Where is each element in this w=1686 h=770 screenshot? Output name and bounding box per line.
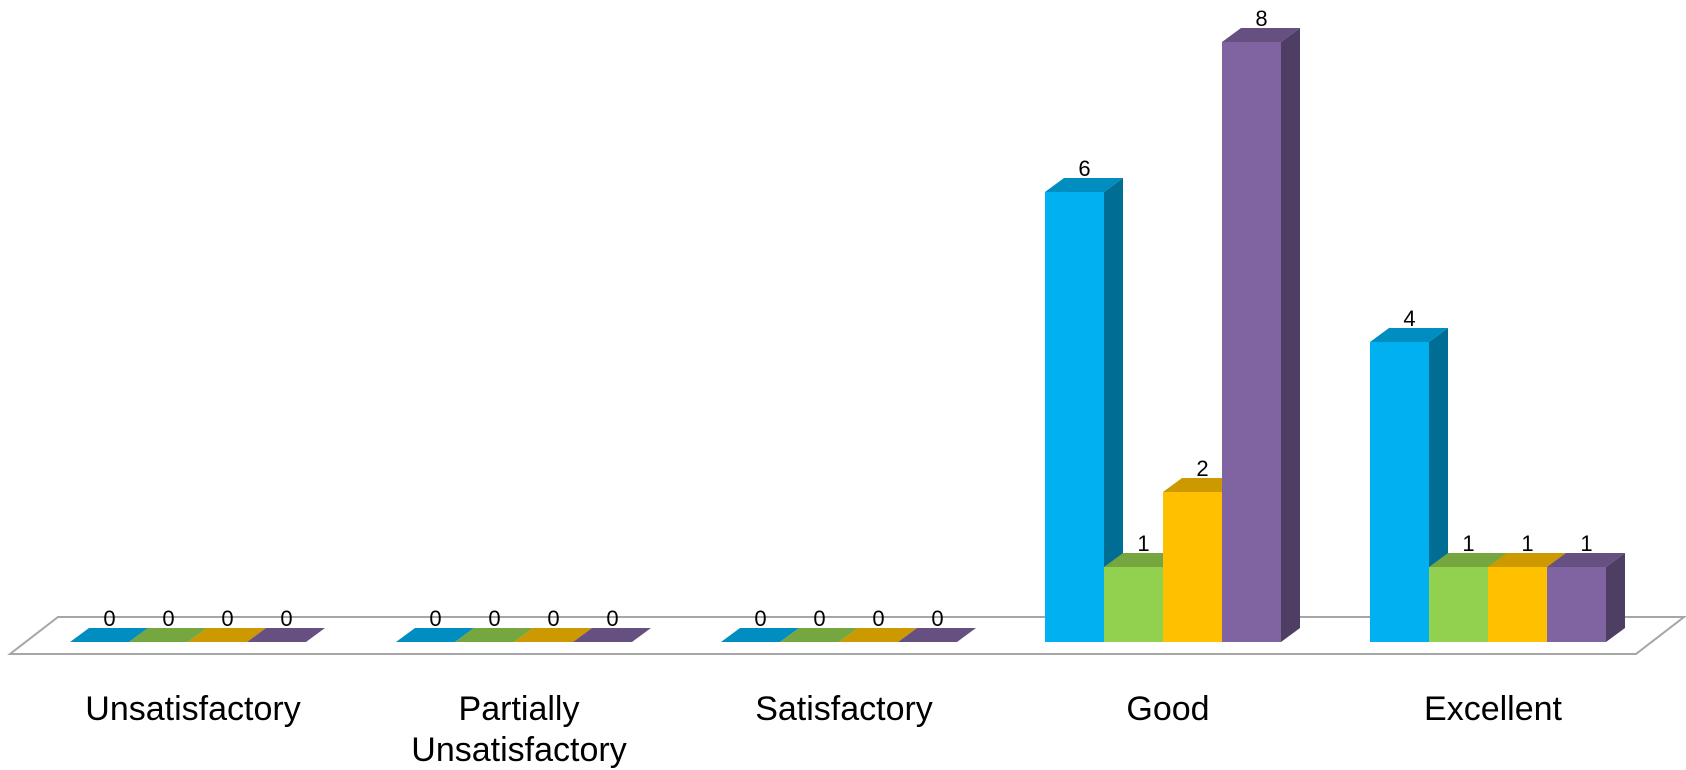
data-label: 1 bbox=[1137, 531, 1149, 556]
bar-front bbox=[1370, 342, 1429, 642]
data-label: 6 bbox=[1078, 156, 1090, 181]
data-label: 0 bbox=[872, 606, 884, 631]
bar-top bbox=[1163, 478, 1241, 492]
bar-top bbox=[1429, 553, 1507, 567]
bar bbox=[573, 628, 651, 642]
bar-front bbox=[1429, 567, 1488, 642]
bar-top bbox=[396, 628, 474, 642]
bar-front bbox=[1222, 42, 1281, 642]
data-label: 0 bbox=[606, 606, 618, 631]
bar-front bbox=[1104, 567, 1163, 642]
category-label: Unsatisfactory bbox=[85, 690, 300, 728]
data-label: 4 bbox=[1403, 306, 1415, 331]
bar bbox=[514, 628, 592, 642]
bar bbox=[839, 628, 917, 642]
bar-top bbox=[514, 628, 592, 642]
bar-top bbox=[1547, 553, 1625, 567]
bar bbox=[1045, 178, 1123, 642]
bar-top bbox=[839, 628, 917, 642]
bar-top bbox=[1222, 28, 1300, 42]
data-label: 0 bbox=[221, 606, 233, 631]
bar bbox=[721, 628, 799, 642]
category-label: Satisfactory bbox=[755, 690, 933, 728]
category-label: Good bbox=[1126, 690, 1209, 728]
bar-front bbox=[1488, 567, 1547, 642]
bar-front bbox=[1547, 567, 1606, 642]
bar bbox=[129, 628, 207, 642]
bar-top bbox=[1045, 178, 1123, 192]
data-label: 0 bbox=[162, 606, 174, 631]
data-label: 0 bbox=[280, 606, 292, 631]
bar-side bbox=[1104, 178, 1123, 642]
bar bbox=[780, 628, 858, 642]
bar bbox=[898, 628, 976, 642]
bar bbox=[455, 628, 533, 642]
bar-top bbox=[455, 628, 533, 642]
bar-top bbox=[1104, 553, 1182, 567]
data-label: 0 bbox=[547, 606, 559, 631]
bar-top bbox=[721, 628, 799, 642]
bar-top bbox=[898, 628, 976, 642]
data-label: 0 bbox=[813, 606, 825, 631]
bar bbox=[1547, 553, 1625, 642]
bar-side bbox=[1606, 553, 1625, 642]
bar-top bbox=[1488, 553, 1566, 567]
bar bbox=[70, 628, 148, 642]
bar-top bbox=[247, 628, 325, 642]
data-label: 8 bbox=[1255, 6, 1267, 31]
category-label: Excellent bbox=[1424, 690, 1563, 728]
category-axis: Unsatisfactory Partially Unsatisfactory Sat… bbox=[85, 690, 1562, 769]
bar bbox=[247, 628, 325, 642]
bars-layer bbox=[70, 28, 1625, 642]
bar-top bbox=[70, 628, 148, 642]
bar-top bbox=[573, 628, 651, 642]
data-label: 1 bbox=[1462, 531, 1474, 556]
data-label: 0 bbox=[488, 606, 500, 631]
bar-side bbox=[1281, 28, 1300, 642]
data-label: 1 bbox=[1521, 531, 1533, 556]
bar-top bbox=[780, 628, 858, 642]
bar bbox=[396, 628, 474, 642]
category-label: Partially Unsatisfactory bbox=[411, 690, 626, 769]
bar-top bbox=[188, 628, 266, 642]
data-label: 1 bbox=[1580, 531, 1592, 556]
bar-top bbox=[129, 628, 207, 642]
data-label: 0 bbox=[429, 606, 441, 631]
data-label: 0 bbox=[754, 606, 766, 631]
data-label: 0 bbox=[103, 606, 115, 631]
bar-front bbox=[1045, 192, 1104, 642]
bar-front bbox=[1163, 492, 1222, 642]
data-label: 2 bbox=[1196, 456, 1208, 481]
bar bbox=[1222, 28, 1300, 642]
bar bbox=[188, 628, 266, 642]
bar-top bbox=[1370, 328, 1448, 342]
data-label: 0 bbox=[931, 606, 943, 631]
